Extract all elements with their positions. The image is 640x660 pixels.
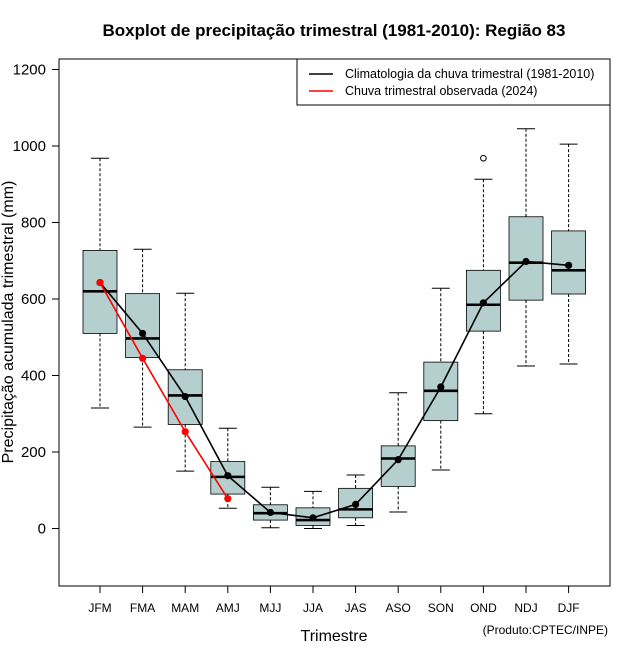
climatology-point [139,329,147,338]
boxes [82,128,586,529]
y-tick-label: 200 [21,444,46,461]
observed-point [96,278,104,287]
box-son [423,287,459,471]
y-tick-label: 600 [21,291,46,308]
box-fma [125,248,160,428]
y-tick-label: 0 [38,521,46,538]
legend-box [296,58,611,106]
y-axis: 0 200 400 600 800 1000 1200 [13,62,60,538]
credit-text: (Produto:CPTEC/INPE) [483,623,608,637]
climatology-point [437,383,445,391]
box-iqr [380,445,416,487]
climatology-point [309,514,317,522]
observed-line [99,282,229,500]
x-tick-label: MJJ [259,601,281,615]
x-tick-label: JJA [303,601,323,615]
x-axis: JFM FMA MAM AMJ MJJ JJA JAS ASO SON OND NDJ DJF [88,586,580,615]
box-jfm [82,157,118,409]
box-mjj [252,486,288,529]
legend: Climatologia da chuva trimestral (1981-2… [296,58,611,106]
observed-point [139,354,147,362]
climatology-point [224,472,232,480]
y-axis-label: Precipitação acumulada trimestral (mm) [0,181,17,464]
chart-title: Boxplot de precipitação trimestral (1981… [103,21,566,40]
box-aso [380,392,416,513]
climatology-point [522,257,530,266]
climatology-point [394,456,402,464]
box-djf [551,143,586,365]
climatology-point [266,508,274,517]
observed-point [181,428,189,436]
y-tick-label: 1200 [13,62,46,79]
y-tick-label: 800 [21,215,46,232]
x-tick-label: JAS [345,601,367,615]
box-mam [167,292,203,472]
climatology-point [565,261,573,269]
box-iqr [125,293,160,358]
climatology-point [181,392,189,401]
x-tick-label: DJF [558,601,580,615]
box-ond [465,154,501,415]
box-jas [338,474,374,526]
observed-point [224,495,232,503]
x-tick-label: FMA [130,601,155,615]
y-tick-label: 400 [21,368,46,385]
outlier-point [480,154,487,162]
x-tick-label: ASO [386,601,411,615]
legend-label-observed: Chuva trimestral observada (2024) [345,84,537,98]
x-tick-label: OND [470,601,497,615]
legend-label-climatology: Climatologia da chuva trimestral (1981-2… [345,67,594,81]
climatology-point [479,299,487,307]
x-tick-label: NDJ [514,601,537,615]
box-ndj [508,128,544,367]
series-lines [96,257,573,522]
x-tick-label: AMJ [216,601,240,615]
x-tick-label: SON [428,601,454,615]
x-tick-label: JFM [88,601,111,615]
climatology-line [99,260,569,519]
y-tick-label: 1000 [13,138,46,155]
x-axis-label: Trimestre [301,628,368,645]
box-jja [295,490,331,529]
x-tick-label: MAM [171,601,199,615]
climatology-point [352,500,360,509]
